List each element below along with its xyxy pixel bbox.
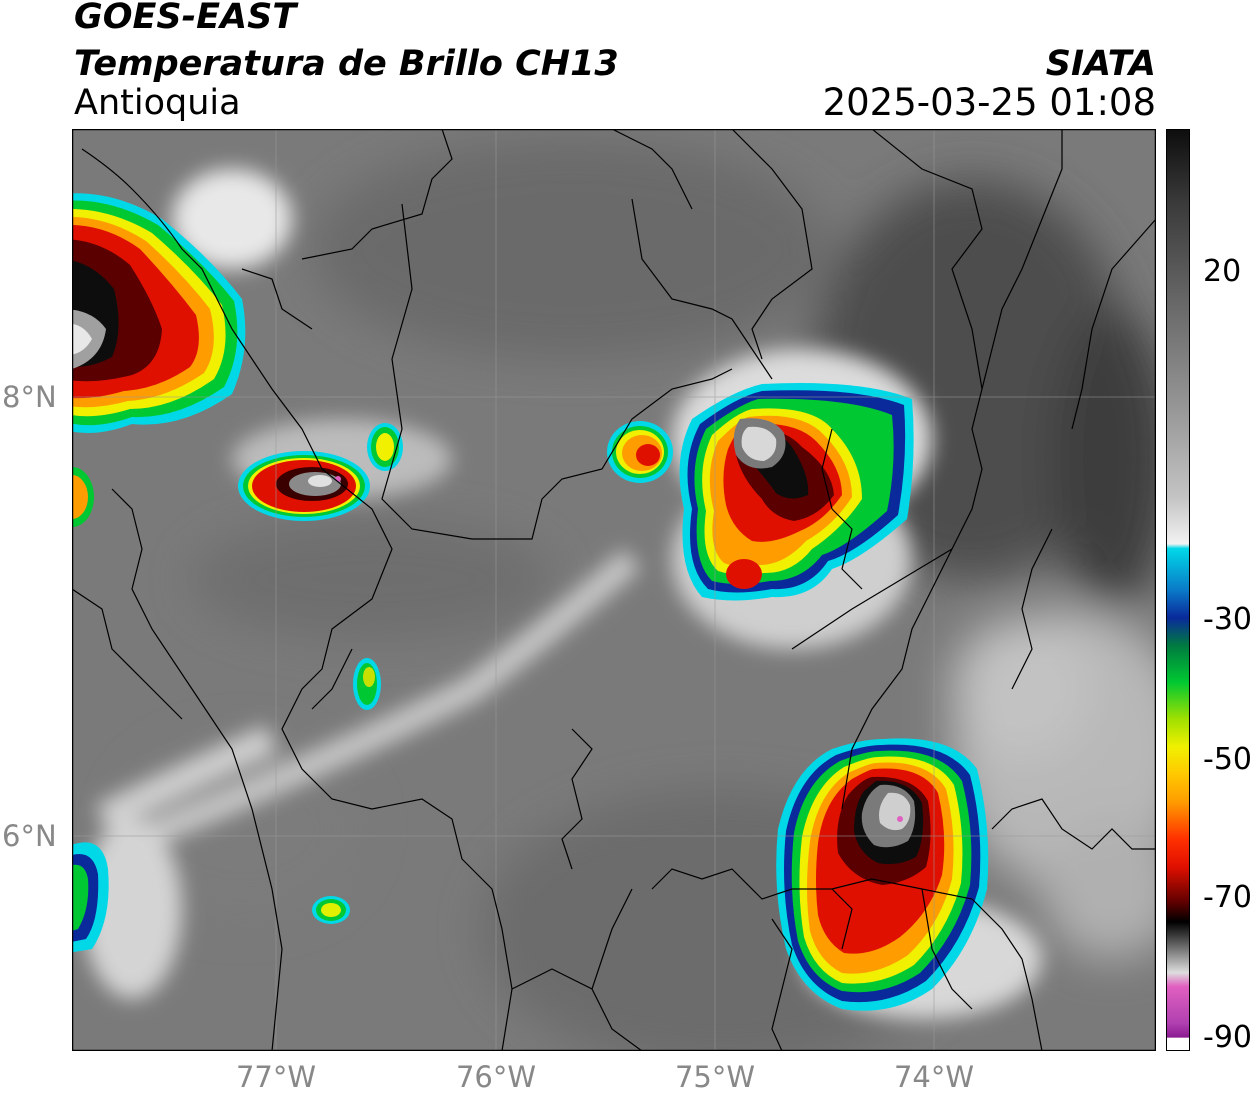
colorbar-tick-label: -50	[1203, 742, 1252, 777]
colorbar-gradient	[1166, 129, 1190, 1051]
storm-cell-northwest	[72, 193, 246, 433]
satellite-title: GOES-EAST	[74, 0, 297, 37]
storm-cell-small-2	[312, 896, 350, 924]
timestamp-label: 2025-03-25 01:08	[822, 81, 1156, 124]
administrative-boundaries	[72, 129, 1156, 1051]
map-frame	[72, 129, 1156, 1051]
longitude-label: 76°W	[455, 1060, 537, 1094]
colorbar-frame	[1166, 129, 1190, 1051]
storm-cell-southeast	[776, 738, 989, 1011]
latitude-label: 8°N	[2, 380, 57, 414]
colorbar-tick-label: -30	[1203, 602, 1252, 637]
longitude-label: 75°W	[674, 1060, 756, 1094]
storm-cell-central	[607, 421, 673, 483]
colorbar-tick-label: 20	[1203, 254, 1242, 289]
satellite-map	[72, 129, 1156, 1051]
organization-label: SIATA	[1045, 44, 1156, 84]
storm-cell-northeast	[679, 383, 914, 601]
longitude-label: 77°W	[235, 1060, 317, 1094]
storm-cell-small-1	[353, 658, 381, 710]
longitude-label: 74°W	[893, 1060, 975, 1094]
product-title: Temperatura de Brillo CH13	[74, 44, 619, 84]
storm-cell-west-edge	[72, 467, 94, 527]
colorbar	[1166, 129, 1190, 1051]
graticule	[72, 129, 1156, 1051]
region-label: Antioquia	[74, 83, 241, 123]
colorbar-tick-label: -70	[1203, 880, 1252, 915]
colorbar-tick-label: -90	[1203, 1020, 1252, 1055]
latitude-label: 6°N	[2, 819, 57, 853]
storm-cell-southwest-edge	[72, 842, 109, 953]
